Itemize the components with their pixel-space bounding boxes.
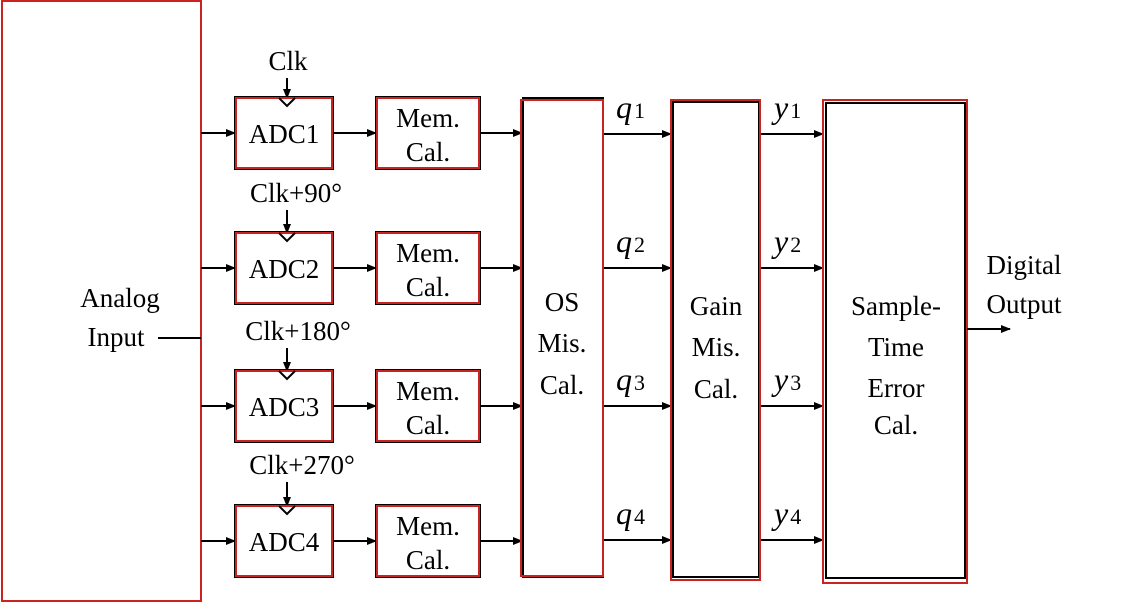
adc4-label: ADC4 [249, 527, 320, 557]
q4-label: q4 [616, 495, 645, 531]
mem-cal-3-line2: Cal. [406, 410, 450, 440]
y4-label: y4 [771, 495, 801, 531]
y3-subscript: 3 [790, 370, 801, 395]
adc2-box [235, 232, 333, 304]
analog-input-label-line2: Input [88, 322, 145, 352]
q3-symbol: q [616, 361, 632, 397]
digital-output-line2: Output [986, 289, 1062, 319]
mem-cal-3-line1: Mem. [396, 376, 460, 406]
adc4-box [235, 505, 333, 577]
os-block-line2: Mis. [538, 328, 587, 358]
y1-subscript: 1 [790, 98, 801, 123]
os-block-frame [520, 99, 604, 577]
q2-label: q2 [616, 223, 645, 259]
y2-label: y2 [771, 223, 801, 259]
sample-block-line2: Time [868, 332, 924, 362]
q3-label: q3 [616, 361, 645, 397]
adc1-clock-pin-icon [278, 97, 296, 108]
q4-symbol: q [616, 495, 632, 531]
gain-mis-cal-block: Gain Mis. Cal. [670, 99, 761, 581]
clock-label-1: Clk [268, 46, 308, 76]
mem-cal-1-line1: Mem. [396, 103, 460, 133]
sample-block-outline [825, 102, 966, 579]
mem-cal-4-box [376, 505, 480, 577]
clock-label-3: Clk+180° [245, 316, 351, 346]
mem-cal-3-box [376, 370, 480, 442]
os-block-line1: OS [545, 287, 580, 317]
q2-symbol: q [616, 223, 632, 259]
mem-cal-1-box [376, 97, 480, 169]
mem-cal-4-line1: Mem. [396, 511, 460, 541]
gain-block-line1: Gain [690, 291, 743, 321]
q2-subscript: 2 [634, 232, 645, 257]
y4-subscript: 4 [790, 504, 801, 529]
mem-cal-4-line2: Cal. [406, 545, 450, 575]
mem-cal-2-line1: Mem. [396, 238, 460, 268]
sample-block-line1: Sample- [851, 291, 941, 321]
q1-label: q1 [616, 89, 645, 125]
gain-block-frame [670, 99, 761, 581]
adc3-box [235, 370, 333, 442]
analog-input-block: Analog Input [1, 0, 202, 602]
clock-label-4: Clk+270° [249, 450, 355, 480]
adc2-clock-pin-icon [278, 232, 296, 243]
gain-block-line3: Cal. [694, 374, 738, 404]
mem-cal-2-box [376, 232, 480, 304]
analog-input-frame [1, 0, 202, 602]
y3-label: y3 [771, 361, 801, 397]
y1-symbol: y [771, 89, 789, 125]
y3-symbol: y [771, 361, 789, 397]
os-block-line3: Cal. [540, 370, 584, 400]
sample-time-error-cal-block: Sample- Time Error Cal. [822, 99, 968, 584]
y2-symbol: y [771, 223, 789, 259]
analog-input-label-line1: Analog [80, 283, 159, 313]
adc4-clock-pin-icon [278, 505, 296, 516]
adc1-box [235, 97, 333, 169]
digital-output: Digital Output [967, 250, 1062, 333]
q1-symbol: q [616, 89, 632, 125]
sample-block-frame [822, 99, 968, 584]
adc3-clock-pin-icon [278, 370, 296, 381]
q1-subscript: 1 [634, 98, 645, 123]
y2-subscript: 2 [790, 232, 801, 257]
y1-label: y1 [771, 89, 801, 125]
q4-subscript: 4 [634, 504, 645, 529]
y4-symbol: y [771, 495, 789, 531]
mem-cal-2-line2: Cal. [406, 272, 450, 302]
gain-block-line2: Mis. [692, 332, 741, 362]
adc3-label: ADC3 [249, 392, 320, 422]
os-mis-cal-block: OS Mis. Cal. [520, 97, 604, 578]
q3-subscript: 3 [634, 370, 645, 395]
sample-block-line4: Cal. [874, 410, 918, 440]
adc2-label: ADC2 [249, 254, 320, 284]
clock-label-2: Clk+90° [250, 178, 342, 208]
mem-cal-1-line2: Cal. [406, 137, 450, 167]
sample-block-line3: Error [868, 373, 925, 403]
digital-output-line1: Digital [987, 250, 1062, 280]
adc1-label: ADC1 [249, 119, 320, 149]
